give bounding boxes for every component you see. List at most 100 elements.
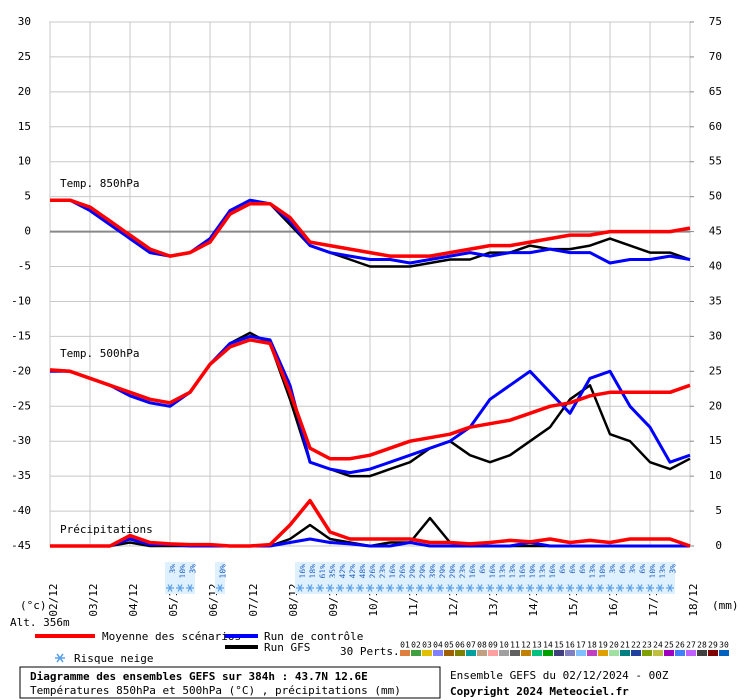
snow-icon	[656, 584, 664, 592]
snow-icon	[386, 584, 394, 592]
member-swatch	[411, 650, 421, 656]
y2-tick-label: 15	[709, 434, 722, 447]
snow-label: 19%	[529, 564, 538, 579]
y-tick-label: -40	[11, 504, 31, 517]
snow-cell	[535, 562, 545, 594]
snow-label: 16%	[469, 564, 478, 579]
x-tick-label: 18/12	[687, 583, 700, 616]
member-swatch	[455, 650, 465, 656]
member-swatch	[719, 650, 729, 656]
member-swatch	[675, 650, 685, 656]
member-swatch	[642, 650, 652, 656]
snow-cell	[615, 562, 625, 594]
member-swatch	[466, 650, 476, 656]
series-line	[50, 334, 691, 475]
snow-icon	[516, 584, 524, 592]
snow-label: 6%	[559, 564, 568, 574]
y-tick-label: -30	[11, 434, 31, 447]
snow-icon	[356, 584, 364, 592]
snow-stroke	[177, 584, 183, 592]
member-swatch	[686, 650, 696, 656]
snow-label: 42%	[339, 564, 348, 579]
snow-stroke	[407, 584, 413, 592]
snow-cell	[475, 562, 485, 594]
snow-cell	[525, 562, 535, 594]
snow-label: 39%	[429, 564, 438, 579]
snow-icon	[176, 584, 184, 592]
y-tick-label: -25	[11, 399, 31, 412]
snow-icon	[606, 584, 614, 592]
snow-icon	[346, 584, 354, 592]
member-swatch	[598, 650, 608, 656]
snow-icon	[646, 584, 654, 592]
snow-stroke	[377, 584, 383, 592]
snow-stroke	[667, 584, 673, 592]
snow-icon	[486, 584, 494, 592]
y2-tick-label: 55	[709, 155, 722, 168]
series-line	[50, 498, 691, 548]
snow-label: 10%	[179, 564, 188, 579]
snow-icon	[306, 584, 314, 592]
snow-icon	[466, 584, 474, 592]
member-id: 09	[488, 641, 498, 650]
snow-icon	[216, 584, 224, 592]
snow-stroke	[597, 584, 603, 592]
snow-cell	[555, 562, 565, 594]
snow-stroke	[507, 584, 513, 592]
snow-cell	[665, 562, 675, 594]
snow-cell	[165, 562, 175, 594]
snow-label: 61%	[319, 564, 328, 579]
y-tick-label: 0	[24, 225, 31, 238]
snow-cell	[435, 562, 445, 594]
member-id: 07	[466, 641, 476, 650]
snow-icon	[376, 584, 384, 592]
snow-icon	[166, 584, 174, 592]
snow-stroke	[307, 584, 313, 592]
snow-stroke	[487, 584, 493, 592]
y2-tick-label: 20	[709, 399, 722, 412]
snow-cell	[515, 562, 525, 594]
snow-icon	[336, 584, 344, 592]
y2-tick-label: 30	[709, 329, 722, 342]
member-id: 18	[587, 641, 597, 650]
member-id: 13	[532, 641, 542, 650]
member-swatch	[697, 650, 707, 656]
y2-tick-label: 35	[709, 294, 722, 307]
snow-stroke	[457, 584, 463, 592]
snow-cell	[625, 562, 635, 594]
member-swatch	[488, 650, 498, 656]
snow-cell	[405, 562, 415, 594]
snow-stroke	[497, 584, 503, 592]
member-id: 03	[422, 641, 432, 650]
snow-icon	[416, 584, 424, 592]
series-line	[50, 198, 691, 258]
snow-label: 29%	[419, 564, 428, 579]
member-swatch	[543, 650, 553, 656]
member-id: 12	[521, 641, 531, 650]
snow-label: 13%	[539, 564, 548, 579]
snow-icon	[566, 584, 574, 592]
member-id: 19	[598, 641, 608, 650]
snow-icon	[496, 584, 504, 592]
member-id: 10	[499, 641, 509, 650]
snow-label: 6%	[579, 564, 588, 574]
snow-cell	[505, 562, 515, 594]
member-swatch	[532, 650, 542, 656]
member-id: 02	[411, 641, 421, 650]
snow-cell	[645, 562, 655, 594]
snow-label: 16%	[549, 564, 558, 579]
snow-icon	[586, 584, 594, 592]
snow-label: 29%	[409, 564, 418, 579]
member-id: 26	[675, 641, 685, 650]
member-id: 11	[510, 641, 520, 650]
snow-cell	[495, 562, 505, 594]
snow-icon	[556, 584, 564, 592]
y2-tick-label: 50	[709, 190, 722, 203]
panel-label: Temp. 850hPa	[60, 177, 139, 190]
y-tick-label: -20	[11, 364, 31, 377]
snow-legend: Risque neige	[74, 652, 153, 665]
member-id: 06	[455, 641, 465, 650]
snow-label: 3%	[609, 564, 618, 574]
info-subtitle: Températures 850hPa et 500hPa (°C) , pré…	[30, 684, 401, 697]
